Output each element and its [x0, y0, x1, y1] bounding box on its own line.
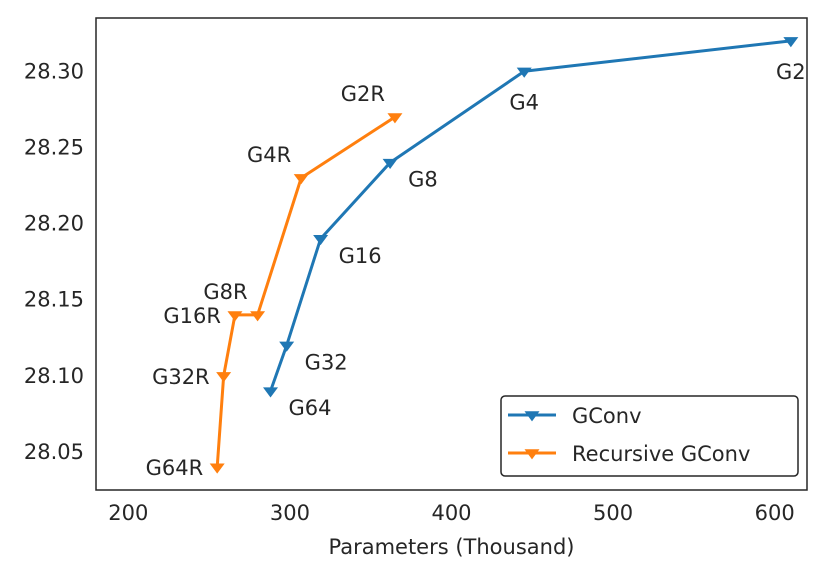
- point-label: G8R: [203, 280, 247, 304]
- y-tick-label: 28.25: [24, 135, 84, 159]
- data-point-marker: [227, 311, 243, 322]
- data-point-marker: [279, 341, 295, 352]
- x-tick-label: 600: [755, 501, 795, 525]
- data-point-marker: [382, 158, 398, 170]
- legend-box: [500, 395, 799, 477]
- series-recursive-gconv: [209, 113, 403, 474]
- legend-entry: GConv: [508, 404, 642, 428]
- legend-label: Recursive GConv: [572, 442, 750, 466]
- y-axis: 28.05 28.10 28.15 28.20 28.25 28.30: [24, 59, 84, 464]
- data-point-marker: [313, 235, 329, 246]
- y-tick-label: 28.10: [24, 364, 84, 388]
- point-label: G2: [776, 60, 806, 84]
- legend-entry: Recursive GConv: [508, 442, 750, 466]
- point-label: G4R: [247, 143, 291, 167]
- data-point-marker: [387, 113, 403, 124]
- x-tick-label: 400: [431, 501, 471, 525]
- data-point-marker: [216, 372, 232, 383]
- legend: GConv Recursive GConv: [500, 395, 799, 477]
- point-label: G8: [408, 168, 438, 192]
- point-label: G64R: [146, 456, 204, 480]
- series-layer: [209, 37, 799, 474]
- legend-marker: [524, 411, 540, 422]
- point-label: G4: [509, 90, 539, 114]
- x-tick-label: 300: [270, 501, 310, 525]
- series-line: [269, 39, 792, 392]
- point-label: G16: [339, 244, 382, 268]
- y-tick-label: 28.30: [24, 59, 84, 83]
- data-point-marker: [250, 311, 266, 322]
- plot-frame: [95, 17, 808, 491]
- series-line: [215, 115, 396, 468]
- x-tick-label: 500: [593, 501, 633, 525]
- data-point-marker: [263, 387, 279, 398]
- point-label: G2R: [341, 82, 385, 106]
- point-label: G64: [289, 396, 332, 420]
- x-axis-label: Parameters (Thousand): [328, 535, 574, 559]
- y-tick-label: 28.15: [24, 288, 84, 312]
- data-point-marker: [209, 463, 225, 474]
- x-axis: 200 300 400 500 600: [108, 501, 794, 525]
- point-label: G16R: [163, 304, 221, 328]
- x-tick-label: 200: [108, 501, 148, 525]
- point-label: G32R: [152, 365, 210, 389]
- y-tick-label: 28.20: [24, 212, 84, 236]
- data-point-marker: [293, 174, 309, 185]
- legend-label: GConv: [572, 404, 642, 428]
- point-label: G32: [305, 350, 348, 374]
- data-point-marker: [783, 37, 799, 48]
- legend-marker: [524, 449, 540, 460]
- data-point-marker: [516, 67, 532, 78]
- series-gconv: [263, 37, 799, 398]
- y-tick-label: 28.05: [24, 440, 84, 464]
